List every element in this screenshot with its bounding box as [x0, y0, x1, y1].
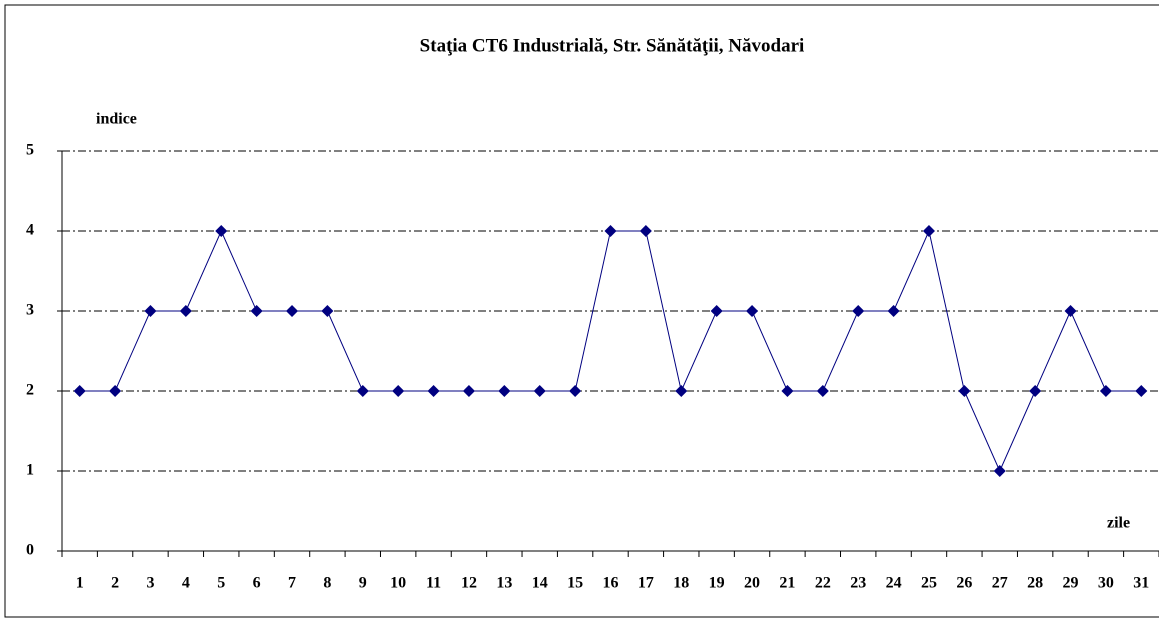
point-marker: [215, 225, 228, 237]
x-tick-label: 18: [673, 575, 689, 592]
x-tick-label: 31: [1133, 575, 1149, 592]
x-axis-label: zile: [1107, 515, 1130, 532]
point-marker: [569, 385, 582, 397]
y-tick-label: 0: [26, 542, 34, 559]
x-tick-label: 22: [815, 575, 831, 592]
point-marker: [1029, 385, 1042, 397]
x-tick-label: 1: [76, 575, 84, 592]
x-tick-label: 19: [709, 575, 725, 592]
point-marker: [958, 385, 971, 397]
x-tick-label: 30: [1098, 575, 1114, 592]
x-tick-label: 20: [744, 575, 760, 592]
x-tick-label: 25: [921, 575, 937, 592]
x-tick-label: 26: [956, 575, 972, 592]
x-tick-label: 7: [288, 575, 296, 592]
x-tick-label: 10: [390, 575, 406, 592]
point-marker: [675, 385, 688, 397]
chart-title: Staţia CT6 Industrială, Str. Sănătăţii, …: [420, 35, 805, 56]
point-marker: [781, 385, 794, 397]
point-marker: [73, 385, 86, 397]
point-marker: [1135, 385, 1148, 397]
point-marker: [392, 385, 405, 397]
x-tick-label: 21: [779, 575, 795, 592]
point-marker: [533, 385, 546, 397]
point-marker: [1064, 305, 1077, 317]
x-tick-label: 4: [182, 575, 190, 592]
point-marker: [887, 305, 900, 317]
x-tick-label: 12: [461, 575, 477, 592]
x-tick-label: 29: [1063, 575, 1079, 592]
x-tick-label: 5: [217, 575, 225, 592]
point-marker: [1099, 385, 1112, 397]
x-tick-label: 11: [426, 575, 441, 592]
x-tick-label: 8: [323, 575, 331, 592]
x-tick-label: 17: [638, 575, 654, 592]
x-tick-label: 16: [603, 575, 619, 592]
point-marker: [356, 385, 369, 397]
point-marker: [852, 305, 865, 317]
y-tick-label: 4: [26, 222, 34, 239]
x-tick-label: 27: [992, 575, 1008, 592]
point-marker: [710, 305, 723, 317]
point-marker: [250, 305, 263, 317]
point-marker: [746, 305, 759, 317]
x-tick-label: 15: [567, 575, 583, 592]
point-marker: [498, 385, 511, 397]
x-tick-label: 9: [359, 575, 367, 592]
x-tick-label: 23: [850, 575, 866, 592]
x-tick-label: 14: [532, 575, 548, 592]
point-marker: [639, 225, 652, 237]
x-tick-label: 28: [1027, 575, 1043, 592]
point-marker: [286, 305, 299, 317]
x-tick-label: 24: [886, 575, 902, 592]
point-marker: [144, 305, 157, 317]
point-marker: [427, 385, 440, 397]
y-tick-label: 2: [26, 382, 34, 399]
point-marker: [179, 305, 192, 317]
x-tick-label: 6: [253, 575, 261, 592]
point-marker: [604, 225, 617, 237]
y-tick-label: 3: [26, 302, 34, 319]
x-tick-label: 3: [146, 575, 154, 592]
point-marker: [993, 465, 1006, 477]
point-marker: [109, 385, 122, 397]
point-marker: [321, 305, 334, 317]
point-marker: [816, 385, 829, 397]
x-tick-label: 2: [111, 575, 119, 592]
y-axis-label: indice: [96, 111, 137, 128]
point-marker: [462, 385, 475, 397]
y-tick-label: 5: [26, 142, 34, 159]
point-marker: [922, 225, 935, 237]
y-tick-label: 1: [26, 462, 34, 479]
x-tick-label: 13: [496, 575, 512, 592]
